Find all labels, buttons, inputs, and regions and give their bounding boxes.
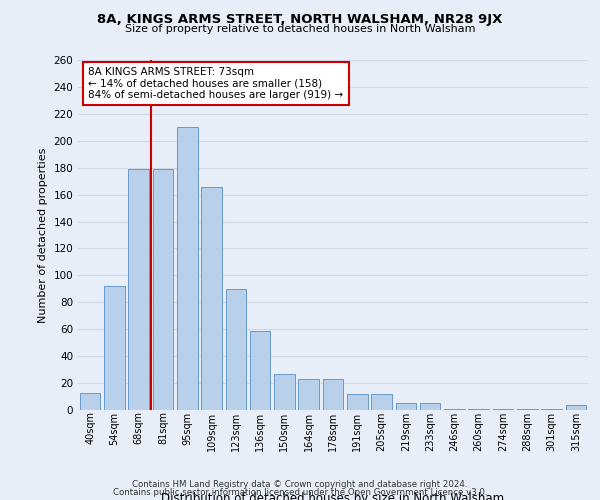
Bar [104,286,125,410]
Text: Size of property relative to detached houses in North Walsham: Size of property relative to detached ho… [125,24,475,34]
Bar [566,404,586,410]
Bar [541,408,562,410]
Text: Contains HM Land Registry data © Crown copyright and database right 2024.: Contains HM Land Registry data © Crown c… [132,480,468,489]
Bar [274,374,295,410]
Bar [323,379,343,410]
Y-axis label: Number of detached properties: Number of detached properties [38,148,48,322]
Text: 8A KINGS ARMS STREET: 73sqm
← 14% of detached houses are smaller (158)
84% of se: 8A KINGS ARMS STREET: 73sqm ← 14% of det… [88,67,343,100]
Bar [347,394,368,410]
Bar [80,392,100,410]
Bar [250,330,271,410]
Bar [128,169,149,410]
Bar [444,408,465,410]
Bar [371,394,392,410]
X-axis label: Distribution of detached houses by size in North Walsham: Distribution of detached houses by size … [161,492,505,500]
Bar [298,379,319,410]
Bar [395,404,416,410]
Bar [201,186,222,410]
Bar [152,169,173,410]
Bar [420,404,440,410]
Bar [177,128,197,410]
Bar [226,289,246,410]
Text: 8A, KINGS ARMS STREET, NORTH WALSHAM, NR28 9JX: 8A, KINGS ARMS STREET, NORTH WALSHAM, NR… [97,12,503,26]
Text: Contains public sector information licensed under the Open Government Licence v3: Contains public sector information licen… [113,488,487,497]
Bar [469,408,489,410]
Bar [493,408,514,410]
Bar [517,408,538,410]
